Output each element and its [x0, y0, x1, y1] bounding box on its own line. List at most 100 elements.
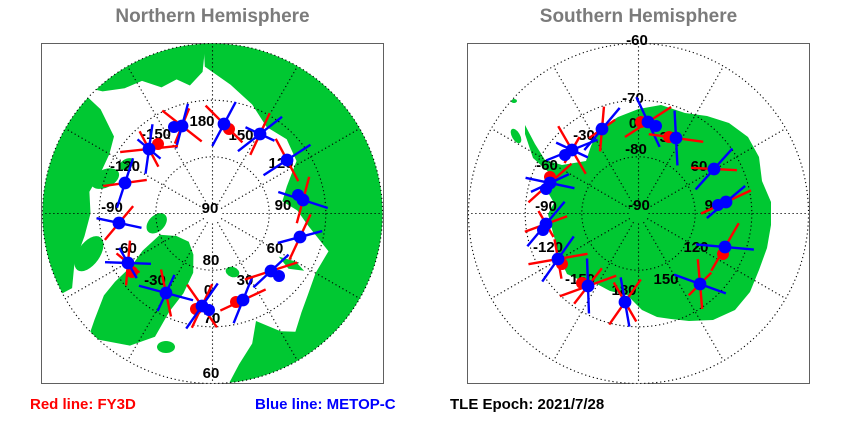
satellite-marker	[104, 240, 152, 286]
landmass	[203, 43, 383, 384]
satellite-marker	[204, 101, 244, 147]
graticule-label: 120	[683, 239, 708, 256]
metopc-position-dot	[543, 176, 557, 190]
graticule-label: -60	[626, 32, 648, 49]
island	[74, 236, 104, 272]
satellite-marker	[696, 222, 754, 272]
metopc-position-dot	[551, 252, 565, 266]
satellite-marker	[528, 235, 588, 283]
graticule-label: 60	[267, 240, 284, 257]
satellite-marker	[277, 176, 329, 224]
metopc-position-dot	[217, 117, 231, 131]
metopc-position-dot	[121, 256, 135, 270]
legend-blue-line: Blue line: METOP-C	[255, 396, 396, 413]
metopc-position-dot	[159, 286, 173, 300]
metopc-position-dot	[618, 295, 632, 309]
satellite-marker	[525, 162, 575, 204]
satellite-marker	[546, 125, 598, 175]
metopc-position-dot	[565, 143, 579, 157]
satellite-marker	[161, 103, 203, 149]
satellite-marker	[237, 112, 283, 156]
satellite-marker	[103, 157, 147, 209]
metopc-position-dot	[195, 299, 209, 313]
meridian-line	[217, 66, 298, 206]
graticule-label: 80	[203, 252, 220, 269]
south-map-title: Southern Hemisphere	[539, 6, 738, 27]
meridian-line	[491, 218, 631, 299]
island	[510, 128, 522, 144]
latitude-ring	[98, 99, 327, 328]
legend-red-line: Red line: FY3D	[30, 396, 136, 413]
meridian-line	[646, 128, 786, 209]
meridian-line	[217, 221, 298, 361]
meridian-line	[220, 218, 360, 299]
metopc-position-dot	[264, 264, 278, 278]
metopc-position-dot	[142, 142, 156, 156]
metopc-position-dot	[669, 131, 683, 145]
latitude-ring	[41, 42, 384, 385]
metopc-position-dot	[280, 153, 294, 167]
meridian-line	[65, 128, 205, 209]
graticule-label: 0	[629, 115, 637, 132]
graticule-label: 90	[202, 200, 219, 217]
graticule	[41, 42, 384, 385]
landmass	[86, 43, 207, 92]
meridian-line	[220, 128, 360, 209]
metopc-position-dot	[236, 293, 250, 307]
metopc-position-dot	[253, 127, 267, 141]
meridian-line	[127, 66, 208, 206]
graticule-label: 90	[275, 197, 292, 214]
meridian-line	[646, 218, 786, 299]
meridian-line	[127, 221, 208, 361]
graticule-label: -30	[144, 272, 166, 289]
north-map-title: Northern Hemisphere	[115, 6, 310, 27]
satellite-marker	[690, 147, 738, 191]
satellite-marker	[700, 185, 752, 219]
meridian-line	[65, 218, 205, 299]
island	[511, 99, 517, 103]
graticule-label: 180	[189, 113, 214, 130]
landmass	[88, 234, 194, 346]
graticule-label: 150	[653, 271, 678, 288]
south-polar-map: 030-3060-6090-90120-120150-150180-60-70-…	[467, 32, 810, 385]
graticule-label: 150	[228, 127, 253, 144]
map-labels: -150180150-120120-9090-6060-303009080706…	[101, 113, 293, 382]
satellite-marker	[96, 205, 142, 241]
legend-tle-epoch: TLE Epoch: 2021/7/28	[450, 396, 605, 413]
meridian-line	[553, 66, 634, 206]
satellite-marker	[219, 276, 267, 324]
satellite-marker	[524, 201, 568, 247]
graticule-label: -90	[535, 198, 557, 215]
satellite-marker	[648, 110, 704, 166]
metopc-position-dot	[293, 230, 307, 244]
metopc-position-dot	[595, 122, 609, 136]
metopc-position-dot	[118, 176, 132, 190]
meridian-line	[553, 221, 634, 361]
island	[146, 213, 167, 234]
metopc-position-dot	[718, 240, 732, 254]
satellite-marker	[559, 258, 617, 314]
north-polar-map: -150180150-120120-9090-6060-303009080706…	[41, 42, 384, 385]
graticule-label: 60	[691, 158, 708, 175]
metopc-position-dot	[539, 217, 553, 231]
graticule	[467, 42, 810, 385]
satellite-marker	[185, 282, 219, 330]
metopc-position-dot	[581, 279, 595, 293]
island	[225, 266, 240, 278]
satellite-marker	[138, 269, 194, 317]
graticule-label: -60	[536, 157, 558, 174]
latitude-ring	[155, 156, 270, 271]
satellite-marker	[624, 96, 672, 148]
satellite-marker	[262, 138, 312, 182]
metopc-position-dot	[641, 115, 655, 129]
metopc-position-dot	[112, 216, 126, 230]
metopc-position-dot	[296, 193, 310, 207]
latitude-ring	[581, 156, 696, 271]
latitude-ring	[467, 42, 810, 385]
graticule-label: -60	[115, 240, 137, 257]
metopc-position-dot	[693, 277, 707, 291]
island	[157, 341, 175, 353]
satellite-marker	[673, 258, 727, 310]
satellite-marker	[120, 124, 178, 174]
